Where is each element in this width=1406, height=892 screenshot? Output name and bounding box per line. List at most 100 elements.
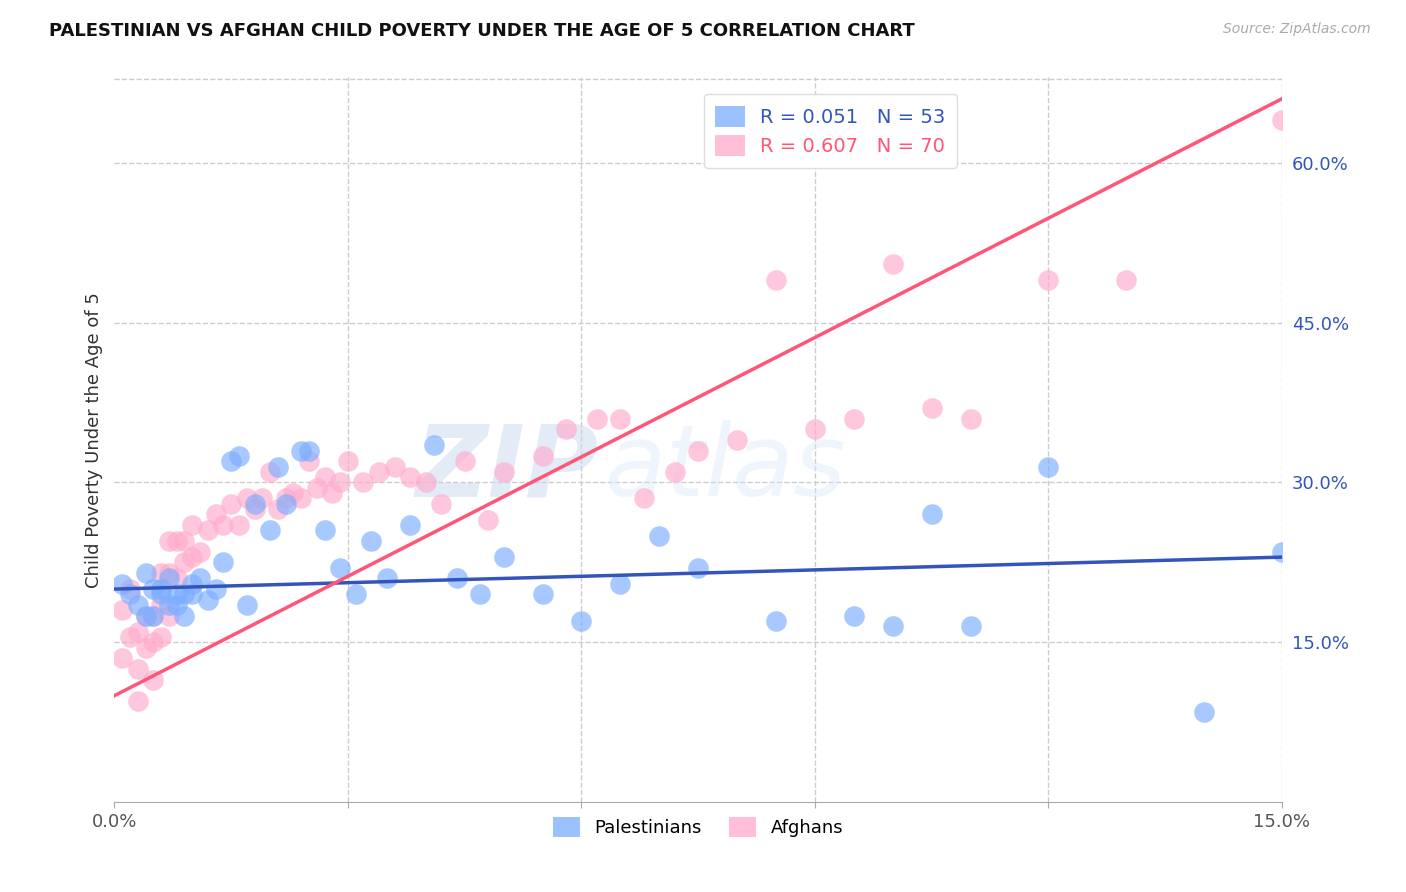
- Point: [267, 459, 290, 474]
- Point: [492, 550, 515, 565]
- Point: [157, 608, 180, 623]
- Point: [157, 571, 180, 585]
- Point: [142, 582, 165, 596]
- Point: [1115, 273, 1137, 287]
- Point: [804, 422, 827, 436]
- Point: [1192, 705, 1215, 719]
- Text: Source: ZipAtlas.com: Source: ZipAtlas.com: [1223, 22, 1371, 37]
- Point: [554, 422, 576, 436]
- Point: [181, 518, 204, 533]
- Point: [1038, 459, 1060, 474]
- Point: [688, 561, 710, 575]
- Point: [111, 603, 134, 617]
- Point: [446, 571, 468, 585]
- Point: [725, 433, 748, 447]
- Point: [118, 630, 141, 644]
- Point: [142, 608, 165, 623]
- Point: [197, 524, 219, 538]
- Point: [422, 438, 444, 452]
- Point: [477, 513, 499, 527]
- Point: [959, 411, 981, 425]
- Point: [235, 491, 257, 506]
- Point: [842, 608, 865, 623]
- Point: [609, 576, 631, 591]
- Point: [283, 486, 305, 500]
- Point: [118, 587, 141, 601]
- Point: [204, 508, 226, 522]
- Point: [166, 587, 188, 601]
- Point: [173, 608, 195, 623]
- Point: [314, 524, 336, 538]
- Point: [453, 454, 475, 468]
- Point: [173, 534, 195, 549]
- Point: [150, 566, 173, 580]
- Point: [142, 673, 165, 687]
- Point: [111, 651, 134, 665]
- Point: [188, 545, 211, 559]
- Point: [197, 592, 219, 607]
- Point: [633, 491, 655, 506]
- Text: PALESTINIAN VS AFGHAN CHILD POVERTY UNDER THE AGE OF 5 CORRELATION CHART: PALESTINIAN VS AFGHAN CHILD POVERTY UNDE…: [49, 22, 915, 40]
- Point: [430, 497, 453, 511]
- Point: [1038, 273, 1060, 287]
- Legend: Palestinians, Afghans: Palestinians, Afghans: [546, 810, 851, 844]
- Point: [135, 566, 157, 580]
- Point: [399, 518, 422, 533]
- Point: [127, 598, 149, 612]
- Text: ZIP: ZIP: [416, 420, 599, 517]
- Point: [118, 582, 141, 596]
- Point: [375, 571, 398, 585]
- Point: [492, 465, 515, 479]
- Point: [181, 587, 204, 601]
- Point: [212, 556, 235, 570]
- Point: [181, 576, 204, 591]
- Y-axis label: Child Poverty Under the Age of 5: Child Poverty Under the Age of 5: [86, 292, 103, 588]
- Point: [243, 497, 266, 511]
- Point: [336, 454, 359, 468]
- Point: [150, 630, 173, 644]
- Point: [274, 491, 297, 506]
- Point: [150, 582, 173, 596]
- Point: [267, 502, 290, 516]
- Point: [531, 587, 554, 601]
- Point: [252, 491, 274, 506]
- Point: [384, 459, 406, 474]
- Point: [228, 518, 250, 533]
- Point: [531, 449, 554, 463]
- Point: [353, 475, 375, 490]
- Point: [166, 571, 188, 585]
- Point: [135, 608, 157, 623]
- Point: [399, 470, 422, 484]
- Point: [127, 694, 149, 708]
- Point: [298, 443, 321, 458]
- Point: [921, 508, 943, 522]
- Point: [235, 598, 257, 612]
- Point: [360, 534, 382, 549]
- Point: [150, 587, 173, 601]
- Point: [368, 465, 391, 479]
- Point: [921, 401, 943, 415]
- Point: [157, 598, 180, 612]
- Point: [1271, 545, 1294, 559]
- Point: [344, 587, 367, 601]
- Point: [228, 449, 250, 463]
- Point: [111, 576, 134, 591]
- Point: [765, 273, 787, 287]
- Point: [688, 443, 710, 458]
- Point: [127, 624, 149, 639]
- Point: [470, 587, 492, 601]
- Point: [188, 571, 211, 585]
- Point: [314, 470, 336, 484]
- Text: atlas: atlas: [605, 420, 846, 517]
- Point: [321, 486, 343, 500]
- Point: [127, 662, 149, 676]
- Point: [842, 411, 865, 425]
- Point: [290, 491, 312, 506]
- Point: [959, 619, 981, 633]
- Point: [664, 465, 686, 479]
- Point: [765, 614, 787, 628]
- Point: [142, 635, 165, 649]
- Point: [329, 561, 352, 575]
- Point: [204, 582, 226, 596]
- Point: [290, 443, 312, 458]
